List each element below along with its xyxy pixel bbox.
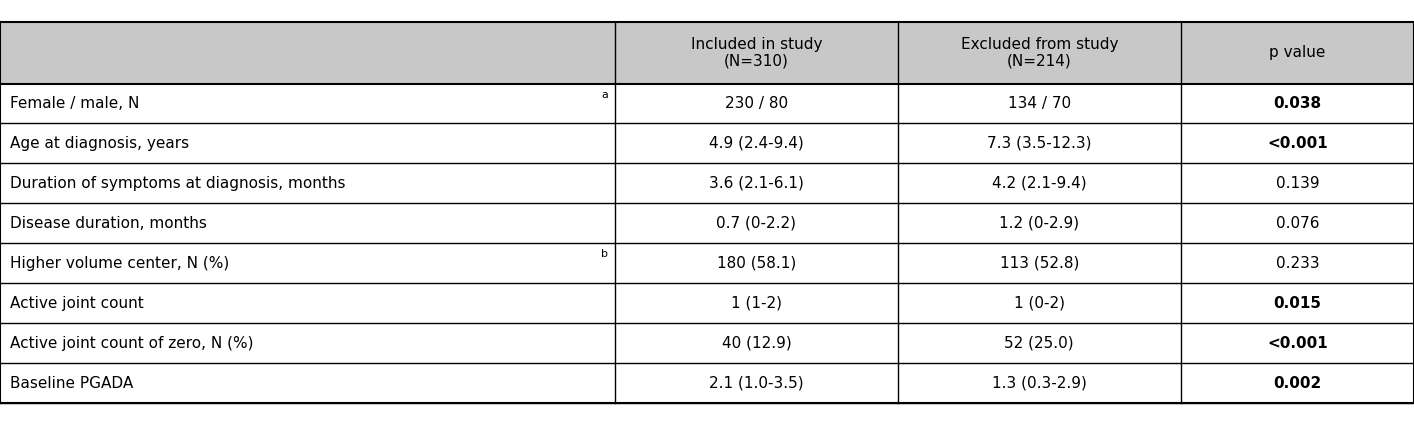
Text: Active joint count: Active joint count: [10, 296, 144, 311]
Bar: [898, 204, 1181, 243]
Bar: [898, 124, 1181, 164]
Bar: [898, 243, 1181, 283]
Bar: [615, 164, 898, 204]
Bar: [0, 283, 615, 323]
Bar: [898, 22, 1181, 83]
Bar: [0, 124, 615, 164]
Text: 1.3 (0.3-2.9): 1.3 (0.3-2.9): [991, 376, 1087, 391]
Bar: [615, 363, 898, 403]
Bar: [898, 363, 1181, 403]
Bar: [0, 204, 615, 243]
Text: <0.001: <0.001: [1267, 336, 1328, 351]
Bar: [898, 323, 1181, 363]
Bar: [615, 283, 898, 323]
Bar: [0, 243, 615, 283]
Text: Included in study
(N=310): Included in study (N=310): [691, 37, 822, 69]
Text: 52 (25.0): 52 (25.0): [1004, 336, 1075, 351]
Text: 3.6 (2.1-6.1): 3.6 (2.1-6.1): [708, 176, 805, 191]
Text: 230 / 80: 230 / 80: [725, 96, 788, 111]
Text: Active joint count of zero, N (%): Active joint count of zero, N (%): [10, 336, 253, 351]
Text: <0.001: <0.001: [1267, 136, 1328, 151]
Text: Female / male, N: Female / male, N: [10, 96, 139, 111]
Text: 0.015: 0.015: [1274, 296, 1321, 311]
Text: Duration of symptoms at diagnosis, months: Duration of symptoms at diagnosis, month…: [10, 176, 345, 191]
Text: 1 (0-2): 1 (0-2): [1014, 296, 1065, 311]
Text: 113 (52.8): 113 (52.8): [1000, 256, 1079, 271]
Text: 0.038: 0.038: [1273, 96, 1322, 111]
Text: 0.002: 0.002: [1273, 376, 1322, 391]
Bar: [615, 83, 898, 123]
Text: 40 (12.9): 40 (12.9): [721, 336, 792, 351]
Bar: [0, 164, 615, 204]
Bar: [615, 124, 898, 164]
Text: 134 / 70: 134 / 70: [1008, 96, 1070, 111]
Text: 4.2 (2.1-9.4): 4.2 (2.1-9.4): [993, 176, 1086, 191]
Bar: [615, 243, 898, 283]
Text: 4.9 (2.4-9.4): 4.9 (2.4-9.4): [708, 136, 805, 151]
Text: Higher volume center, N (%): Higher volume center, N (%): [10, 256, 229, 271]
Bar: [615, 204, 898, 243]
Bar: [615, 323, 898, 363]
Bar: [1181, 323, 1414, 363]
Bar: [0, 363, 615, 403]
Bar: [1181, 22, 1414, 83]
Text: 1.2 (0-2.9): 1.2 (0-2.9): [1000, 216, 1079, 231]
Text: 0.076: 0.076: [1275, 216, 1319, 231]
Bar: [1181, 204, 1414, 243]
Text: 1 (1-2): 1 (1-2): [731, 296, 782, 311]
Text: 0.233: 0.233: [1275, 256, 1319, 271]
Bar: [1181, 363, 1414, 403]
Bar: [0, 323, 615, 363]
Text: Disease duration, months: Disease duration, months: [10, 216, 206, 231]
Text: Excluded from study
(N=214): Excluded from study (N=214): [960, 37, 1118, 69]
Bar: [898, 283, 1181, 323]
Bar: [1181, 243, 1414, 283]
Text: 0.139: 0.139: [1275, 176, 1319, 191]
Bar: [898, 164, 1181, 204]
Bar: [1181, 124, 1414, 164]
Bar: [0, 83, 615, 123]
Bar: [615, 22, 898, 83]
Text: b: b: [601, 249, 608, 260]
Text: Baseline PGADA: Baseline PGADA: [10, 376, 133, 391]
Bar: [898, 83, 1181, 123]
Text: Age at diagnosis, years: Age at diagnosis, years: [10, 136, 189, 151]
Bar: [1181, 83, 1414, 123]
Text: a: a: [601, 90, 608, 100]
Bar: [1181, 164, 1414, 204]
Text: 180 (58.1): 180 (58.1): [717, 256, 796, 271]
Bar: [0, 22, 615, 83]
Bar: [1181, 283, 1414, 323]
Text: 2.1 (1.0-3.5): 2.1 (1.0-3.5): [710, 376, 803, 391]
Text: 7.3 (3.5-12.3): 7.3 (3.5-12.3): [987, 136, 1092, 151]
Text: p value: p value: [1270, 45, 1325, 60]
Text: 0.7 (0-2.2): 0.7 (0-2.2): [717, 216, 796, 231]
